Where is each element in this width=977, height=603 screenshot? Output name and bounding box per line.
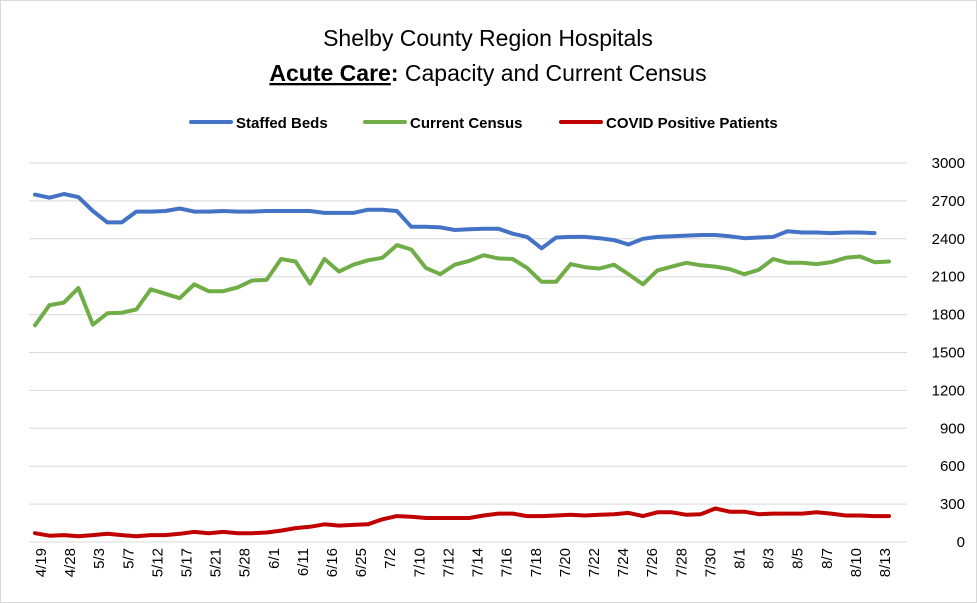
chart-subtitle: Acute Care: Capacity and Current Census <box>269 60 706 86</box>
legend: Staffed Beds Current Census COVID Positive… <box>189 115 778 132</box>
chart-subtitle-rest: Capacity and Current Census <box>399 60 707 86</box>
x-tick-label: 4/28 <box>62 548 79 577</box>
y-tick-label: 2400 <box>932 231 965 248</box>
y-tick-label: 1500 <box>932 345 965 362</box>
series-line-staffed-beds <box>33 192 877 251</box>
x-tick-label: 7/28 <box>673 548 690 577</box>
x-tick-label: 8/10 <box>848 548 865 577</box>
x-tick-label: 7/24 <box>615 548 632 577</box>
y-tick-label: 3000 <box>932 155 965 172</box>
x-tick-label: 7/16 <box>499 548 516 577</box>
x-tick-label: 5/21 <box>208 548 225 577</box>
x-tick-label: 5/7 <box>120 548 137 569</box>
y-tick-label: 0 <box>957 534 965 551</box>
x-tick-label: 8/7 <box>819 548 836 569</box>
y-axis: 0 300 600 900 1200 1500 1800 2100 2400 2700 3000 <box>932 155 965 551</box>
y-tick-label: 2100 <box>932 269 965 286</box>
x-tick-label: 7/18 <box>528 548 545 577</box>
x-tick-label: 6/16 <box>324 548 341 577</box>
legend-label: Current Census <box>410 115 523 132</box>
x-tick-label: 7/20 <box>557 548 574 577</box>
x-tick-label: 7/22 <box>586 548 603 577</box>
x-tick-label: 8/5 <box>790 548 807 569</box>
chart-subtitle-colon: : <box>391 60 399 86</box>
x-tick-label: 7/30 <box>702 548 719 577</box>
x-tick-label: 7/10 <box>411 548 428 577</box>
x-tick-label: 6/11 <box>295 548 312 576</box>
series-line-covid-positive-patients <box>33 506 891 539</box>
x-tick-label: 7/14 <box>470 548 487 577</box>
x-axis: 4/19 4/28 5/3 5/7 5/12 5/17 5/21 5/28 6/1 6/11 6/1… <box>33 548 894 577</box>
chart-subtitle-bold: Acute Care <box>269 60 390 86</box>
x-tick-label: 7/26 <box>644 548 661 577</box>
x-tick-label: 4/19 <box>33 548 50 577</box>
chart-title: Shelby County Region Hospitals <box>323 25 653 51</box>
y-tick-label: 2700 <box>932 193 965 210</box>
legend-label: Staffed Beds <box>236 115 328 132</box>
legend-label: COVID Positive Patients <box>606 115 778 132</box>
x-tick-label: 5/12 <box>149 548 166 577</box>
x-tick-label: 5/17 <box>179 548 196 577</box>
y-tick-label: 1200 <box>932 382 965 399</box>
x-tick-label: 8/1 <box>731 548 748 569</box>
series-line-current-census <box>33 243 891 328</box>
x-tick-label: 8/13 <box>877 548 894 577</box>
x-tick-label: 6/1 <box>266 548 283 569</box>
gridlines <box>29 162 907 543</box>
x-tick-label: 6/25 <box>353 548 370 577</box>
x-tick-label: 7/2 <box>382 548 399 569</box>
y-tick-label: 900 <box>940 420 965 437</box>
y-tick-label: 300 <box>940 496 965 513</box>
y-tick-label: 1800 <box>932 307 965 324</box>
x-tick-label: 8/3 <box>761 548 778 569</box>
x-tick-label: 5/3 <box>91 548 108 569</box>
x-tick-label: 7/12 <box>440 548 457 577</box>
y-tick-label: 600 <box>940 458 965 475</box>
x-tick-label: 5/28 <box>237 548 254 577</box>
series-group <box>33 192 891 539</box>
